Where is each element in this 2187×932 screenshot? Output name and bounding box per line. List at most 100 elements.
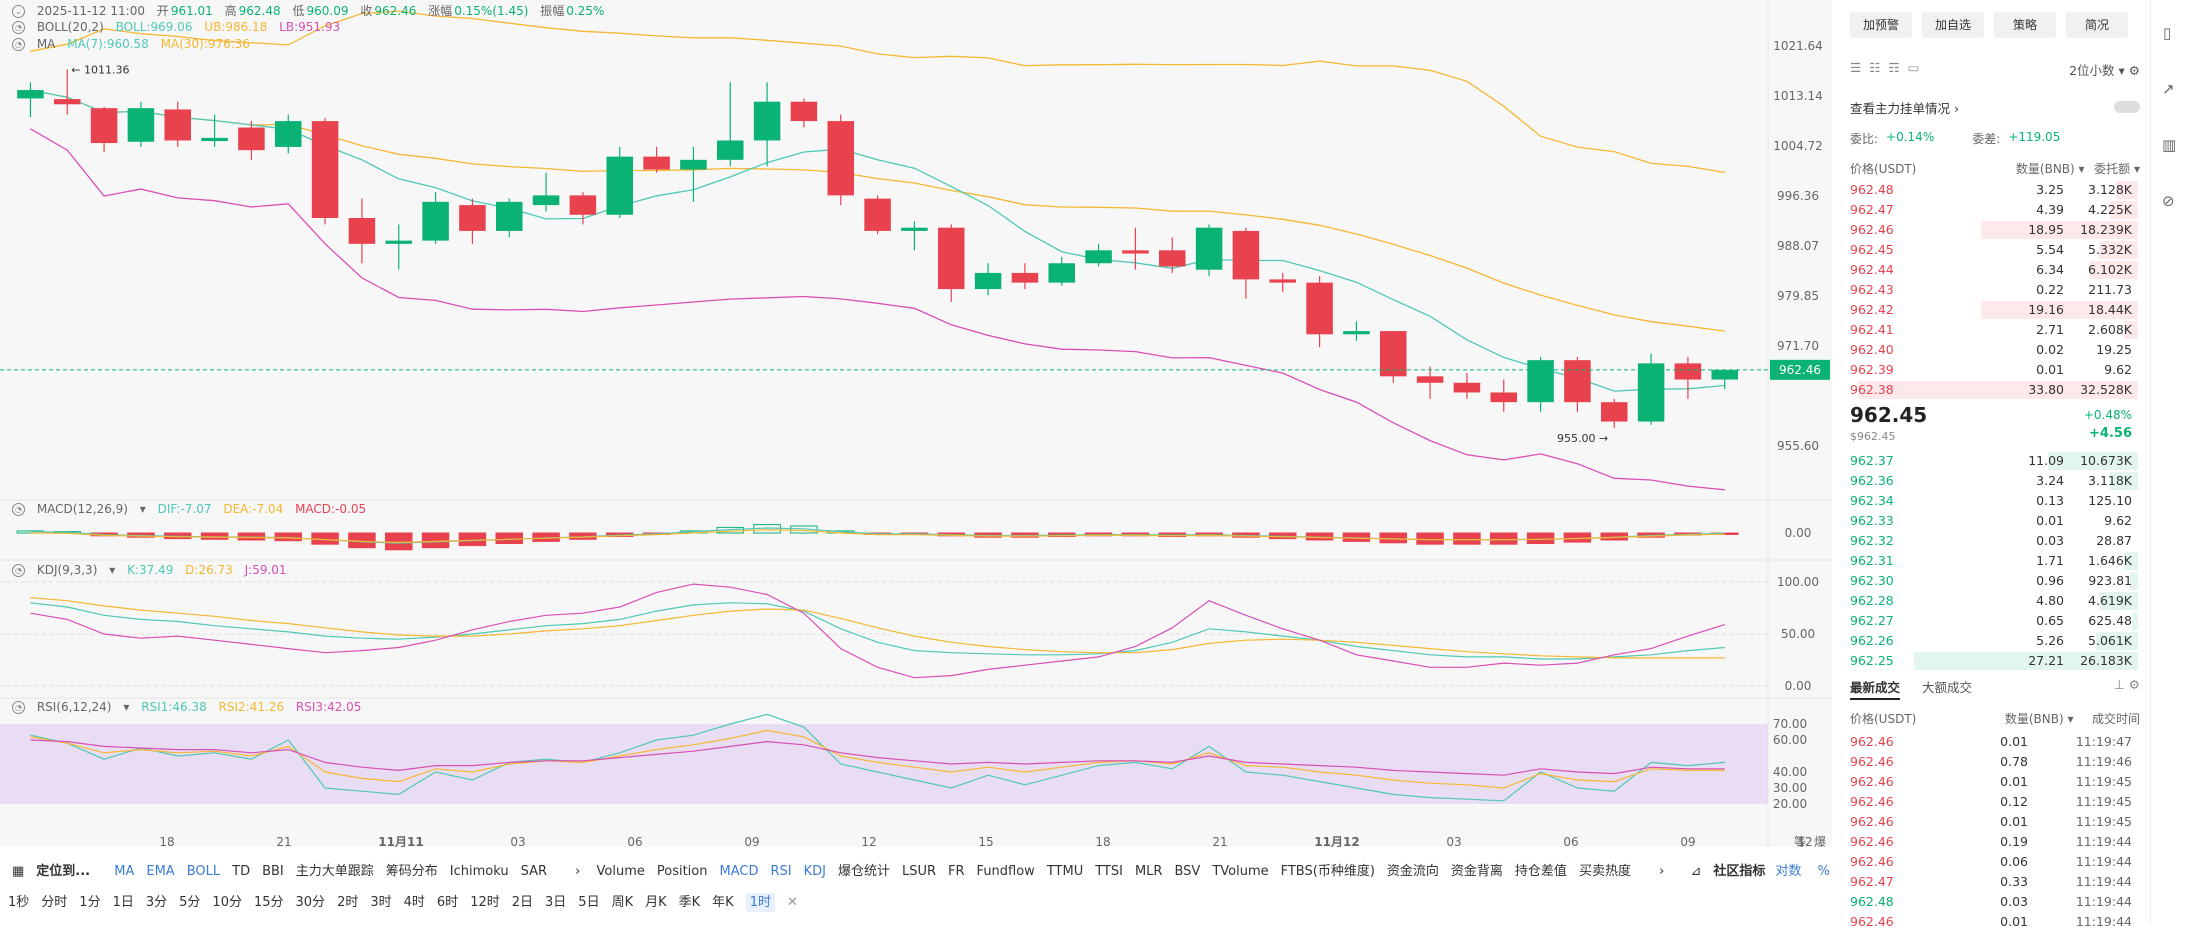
sub-indicator-item[interactable]: LSUR <box>901 864 937 879</box>
timeframe-option[interactable]: 15分 <box>253 895 284 910</box>
dropdown-caret-icon[interactable]: ▾ <box>109 563 116 577</box>
timeframe-option[interactable]: 30分 <box>295 895 326 910</box>
main-indicator-item[interactable]: MA <box>114 864 135 879</box>
community-icon[interactable]: ⊿ <box>1690 864 1702 879</box>
add-alert-button[interactable]: 加预警 <box>1850 12 1912 38</box>
sub-indicator-item[interactable]: FR <box>948 864 965 879</box>
bid-row[interactable]: 962.37 11.09 10.673K <box>1838 451 2138 471</box>
timeframe-option[interactable]: 2时 <box>337 895 359 910</box>
timeframe-option[interactable]: 6时 <box>436 895 459 910</box>
overview-button[interactable]: 简况 <box>2066 12 2128 38</box>
collapse-icon[interactable]: ⌄ <box>12 5 25 18</box>
dropdown-caret-icon[interactable]: ▾ <box>139 502 146 516</box>
add-watchlist-button[interactable]: 加自选 <box>1922 12 1984 38</box>
chevron-right-icon[interactable]: › <box>575 864 581 879</box>
main-indicator-item[interactable]: 筹码分布 <box>385 864 438 879</box>
sub-indicator-item[interactable]: TTMU <box>1046 864 1084 879</box>
ask-row[interactable]: 962.40 0.02 19.25 <box>1838 340 2138 360</box>
qty-unit-select[interactable]: 数量(BNB) ▾ <box>2015 162 2085 176</box>
sub-indicator-item[interactable]: FTBS(币种维度) <box>1280 864 1375 879</box>
timeframe-option[interactable]: 3日 <box>545 895 567 910</box>
timeframe-option[interactable]: 10分 <box>212 895 242 910</box>
ask-row[interactable]: 962.43 0.22 211.73 <box>1838 280 2138 300</box>
ask-row[interactable]: 962.46 18.95 18.239K <box>1838 220 2138 240</box>
timeframe-option[interactable]: 月K <box>645 895 667 910</box>
decimal-select[interactable]: 2位小数 ▾ ⚙ <box>2069 63 2140 78</box>
sub-indicator-item[interactable]: 买卖热度 <box>1578 864 1631 879</box>
timeframe-option[interactable]: 12时 <box>470 895 500 910</box>
timeframe-option[interactable]: 5日 <box>578 895 600 910</box>
strategy-button[interactable]: 策略 <box>1994 12 2056 38</box>
ask-row[interactable]: 962.48 3.25 3.128K <box>1838 180 2138 200</box>
bid-row[interactable]: 962.32 0.03 28.87 <box>1838 531 2138 551</box>
ask-row[interactable]: 962.42 19.16 18.44K <box>1838 300 2138 320</box>
ask-row[interactable]: 962.41 2.71 2.608K <box>1838 320 2138 340</box>
timeframe-option[interactable]: 1秒 <box>8 895 30 910</box>
timeframe-option[interactable]: 季K <box>678 895 701 910</box>
main-order-link[interactable]: 查看主力挂单情况 › <box>1850 101 1959 116</box>
trades-settings-icon[interactable]: ⊥ ⚙ <box>2113 677 2140 692</box>
sub-indicator-item[interactable]: 资金背离 <box>1450 864 1503 879</box>
bid-row[interactable]: 962.30 0.96 923.81 <box>1838 571 2138 591</box>
log-scale-button[interactable]: 对数 <box>1775 864 1802 879</box>
bid-row[interactable]: 962.34 0.13 125.10 <box>1838 491 2138 511</box>
ask-row[interactable]: 962.44 6.34 6.102K <box>1838 260 2138 280</box>
ask-row[interactable]: 962.38 33.80 32.528K <box>1838 380 2138 400</box>
trend-icon[interactable]: ↗ <box>2162 80 2175 98</box>
close-icon[interactable]: ✕ <box>786 895 798 910</box>
timeframe-option[interactable]: 1时 <box>745 893 775 912</box>
bid-row[interactable]: 962.36 3.24 3.118K <box>1838 471 2138 491</box>
sub-indicator-item[interactable]: Fundflow <box>976 864 1035 879</box>
bid-row[interactable]: 962.31 1.71 1.646K <box>1838 551 2138 571</box>
timeframe-option[interactable]: 3分 <box>145 895 168 910</box>
ask-row[interactable]: 962.45 5.54 5.332K <box>1838 240 2138 260</box>
main-indicator-item[interactable]: TD <box>232 864 251 879</box>
sub-indicator-item[interactable]: 爆仓统计 <box>837 864 890 879</box>
percent-button[interactable]: % <box>1817 864 1831 879</box>
bell-icon[interactable]: ◔ <box>12 21 25 34</box>
chevron-right-icon[interactable]: › <box>1659 864 1665 879</box>
depth-view-icons[interactable]: ☰☷☶▭ <box>1850 60 1928 75</box>
timeframe-option[interactable]: 年K <box>712 895 734 910</box>
sub-indicator-item[interactable]: BSV <box>1174 864 1201 879</box>
kline-chart[interactable]: 962.46 1021.64 1013.14 1004.72 996.36 988.07 9… <box>0 0 1832 847</box>
sub-indicator-item[interactable]: KDJ <box>803 864 826 879</box>
timeframe-option[interactable]: 3时 <box>370 895 392 910</box>
bell-icon[interactable]: ◔ <box>12 503 25 516</box>
timeframe-option[interactable]: 1日 <box>112 895 134 910</box>
link-icon[interactable]: ⊘ <box>2162 192 2175 210</box>
timeframe-option[interactable]: 分时 <box>41 895 68 910</box>
timeframe-option[interactable]: 4时 <box>403 895 425 910</box>
sub-indicator-item[interactable]: 资金流向 <box>1386 864 1439 879</box>
sub-indicator-item[interactable]: TTSI <box>1095 864 1123 879</box>
dropdown-caret-icon[interactable]: ▾ <box>123 700 130 714</box>
bid-row[interactable]: 962.27 0.65 625.48 <box>1838 611 2138 631</box>
main-indicator-item[interactable]: 主力大单跟踪 <box>295 864 374 879</box>
sub-indicator-item[interactable]: RSI <box>770 864 792 879</box>
main-indicator-item[interactable]: SAR <box>520 864 548 879</box>
locate-icon[interactable]: ▦ <box>12 864 25 879</box>
main-indicator-item[interactable]: BOLL <box>186 864 221 879</box>
ask-row[interactable]: 962.39 0.01 9.62 <box>1838 360 2138 380</box>
tab-latest-trades[interactable]: 最新成交 <box>1850 680 1901 700</box>
main-indicator-item[interactable]: Ichimoku <box>449 864 509 879</box>
main-order-toggle[interactable] <box>2114 101 2140 113</box>
bell-icon[interactable]: ◔ <box>12 701 25 714</box>
sub-indicator-item[interactable]: 持仓差值 <box>1514 864 1567 879</box>
chart-area[interactable]: 962.46 1021.64 1013.14 1004.72 996.36 988.07 9… <box>0 0 1832 847</box>
community-indicators-button[interactable]: 社区指标 <box>1713 864 1766 879</box>
tab-big-trades[interactable]: 大额成交 <box>1922 680 1973 695</box>
sub-indicator-item[interactable]: MLR <box>1134 864 1163 879</box>
timeframe-option[interactable]: 2日 <box>511 895 534 910</box>
sub-indicator-item[interactable]: MACD <box>719 864 759 879</box>
bell-icon[interactable]: ◔ <box>12 564 25 577</box>
locate-button[interactable]: 定位到... <box>36 864 91 879</box>
bell-icon[interactable]: ◔ <box>12 38 25 51</box>
bid-row[interactable]: 962.33 0.01 9.62 <box>1838 511 2138 531</box>
bid-row[interactable]: 962.28 4.80 4.619K <box>1838 591 2138 611</box>
main-indicator-item[interactable]: EMA <box>146 864 175 879</box>
timeframe-option[interactable]: 周K <box>611 895 634 910</box>
bid-row[interactable]: 962.26 5.26 5.061K <box>1838 631 2138 651</box>
sub-indicator-item[interactable]: Volume <box>596 864 645 879</box>
settings-icon[interactable]: ⚙ <box>2128 63 2140 78</box>
